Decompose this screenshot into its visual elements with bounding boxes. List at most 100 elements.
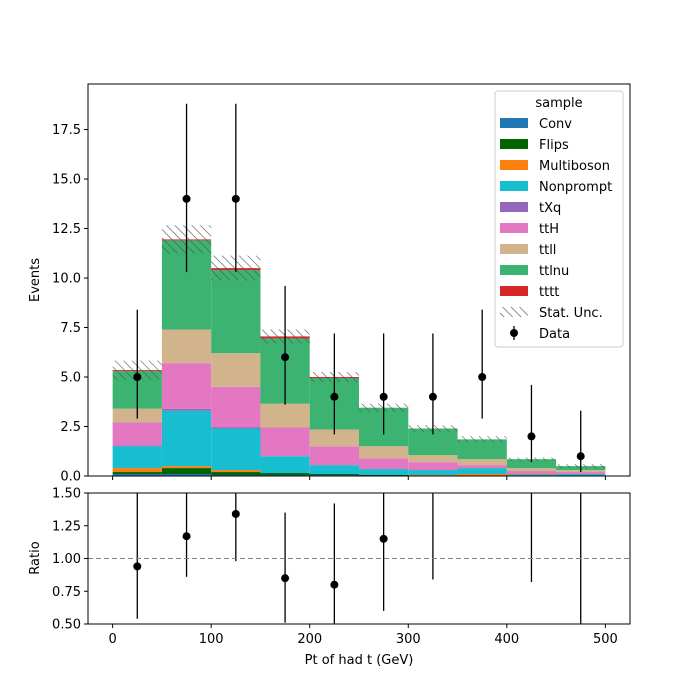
legend-swatch-txq (500, 202, 528, 212)
ratio-point-4 (330, 580, 339, 589)
legend-title: sample (535, 96, 582, 111)
ratio-y-tick-label-3: 1.25 (52, 519, 81, 534)
stacked-bars (112, 239, 606, 476)
bar-ttll-bin-8 (506, 468, 557, 472)
bar-ttll-bin-5 (359, 446, 409, 459)
bar-ttll-bin-7 (457, 459, 507, 466)
bar-nonprompt-bin-6 (408, 470, 458, 476)
bar-ttlnu-bin-7 (457, 439, 507, 460)
ratio-y-tick-label-2: 1.00 (52, 552, 81, 567)
y-tick-label-2: 5.0 (60, 371, 81, 386)
main-plot-frame (87, 83, 631, 477)
ratio-points (133, 493, 582, 624)
legend-swatch-multiboson (500, 160, 528, 170)
data-point-3 (281, 353, 290, 362)
bar-tth-bin-6 (408, 462, 458, 471)
data-point-2 (231, 194, 240, 203)
bar-tth-bin-8 (506, 471, 557, 475)
data-point-7 (478, 373, 487, 382)
bar-nonprompt-bin-8 (506, 474, 557, 476)
y-axis-label: Events (28, 258, 43, 302)
legend-swatch-nonprompt (500, 181, 528, 191)
y-tick-label-0: 0.0 (60, 470, 81, 485)
legend-label-data: Data (539, 327, 570, 342)
bar-nonprompt-bin-4 (309, 465, 359, 475)
bar-tth-bin-9 (556, 472, 606, 475)
legend-data-marker (510, 329, 518, 337)
x-axis-ticks: 0 100 200 300 400 500 (108, 624, 618, 647)
legend-label-flips: Flips (539, 138, 569, 153)
ratio-point-2 (231, 509, 240, 518)
bar-ttll-bin-1 (161, 329, 212, 364)
legend-swatch-ttll (500, 244, 528, 254)
bar-flips-bin-0 (112, 472, 162, 475)
stat-unc-band-bin-7 (457, 436, 507, 443)
legend-box (494, 90, 624, 348)
bar-conv-bin-0 (112, 474, 162, 476)
legend-label-multiboson: Multiboson (539, 159, 610, 174)
ratio-plot-frame (87, 492, 631, 625)
bar-multiboson-bin-0 (112, 468, 162, 473)
x-tick-label-4: 400 (494, 632, 519, 647)
legend-label-stat-unc: Stat. Unc. (539, 306, 603, 321)
y-tick-label-1: 2.5 (60, 420, 81, 435)
bar-multiboson-bin-2 (211, 470, 261, 473)
bar-nonprompt-bin-7 (457, 468, 507, 475)
legend-label-ttll: ttll (539, 243, 556, 258)
data-point-4 (330, 392, 339, 401)
x-tick-label-3: 300 (396, 632, 421, 647)
bar-tth-bin-0 (112, 422, 162, 446)
bar-tth-bin-5 (359, 458, 409, 470)
bar-ttll-bin-2 (211, 353, 261, 387)
bar-nonprompt-bin-2 (211, 428, 261, 471)
legend-label-nonprompt: Nonprompt (539, 180, 612, 195)
bar-tth-bin-1 (161, 363, 212, 409)
y-tick-label-5: 12.5 (52, 222, 81, 237)
bar-multiboson-bin-1 (161, 466, 212, 469)
x-tick-label-0: 0 (108, 632, 116, 647)
legend-label-conv: Conv (539, 117, 572, 132)
bar-flips-bin-3 (260, 473, 310, 476)
legend-label-txq: tXq (539, 201, 561, 216)
legend-label-ttlnu: ttlnu (539, 264, 569, 279)
data-point-6 (428, 392, 437, 401)
x-axis-label: Pt of had t (GeV) (305, 653, 414, 668)
ratio-point-0 (133, 562, 142, 571)
bar-ttll-bin-6 (408, 455, 458, 463)
bar-nonprompt-bin-3 (260, 456, 310, 474)
bar-tth-bin-2 (211, 386, 261, 428)
bar-ttll-bin-3 (260, 403, 310, 428)
ratio-y-tick-label-1: 0.75 (52, 585, 81, 600)
legend: sample Conv Flips Multiboson Nonprompt tXq tt… (494, 90, 624, 348)
bar-multiboson-bin-7 (457, 474, 507, 476)
data-point-0 (133, 373, 142, 382)
bar-ttlnu-bin-2 (211, 270, 261, 354)
ratio-y-tick-label-4: 1.50 (52, 487, 81, 502)
legend-swatch-conv (500, 118, 528, 128)
legend-swatch-tttt (500, 286, 528, 296)
ratio-y-axis-label: Ratio (28, 541, 43, 574)
bar-txq-bin-2 (211, 427, 261, 429)
legend-label-tttt: tttt (539, 285, 559, 300)
x-tick-label-1: 100 (199, 632, 224, 647)
y-tick-label-6: 15.0 (52, 173, 81, 188)
ratio-point-5 (379, 534, 388, 543)
y-tick-label-7: 17.5 (52, 123, 81, 138)
bar-tth-bin-4 (309, 446, 359, 466)
bar-tth-bin-3 (260, 427, 310, 457)
legend-swatch-ttlnu (500, 265, 528, 275)
bar-flips-bin-4 (309, 474, 359, 476)
bar-nonprompt-bin-1 (161, 410, 212, 467)
ratio-point-1 (182, 532, 191, 541)
bar-tth-bin-7 (457, 465, 507, 469)
bar-txq-bin-0 (112, 445, 162, 447)
x-axis-ticks-top-panel (112, 476, 606, 480)
bar-nonprompt-bin-0 (112, 446, 162, 469)
y-axis-ticks: 0.0 2.5 5.0 7.5 10.0 12.5 15.0 17.5 (52, 123, 88, 485)
data-points (133, 103, 585, 473)
data-point-5 (379, 392, 388, 401)
bar-flips-bin-1 (161, 468, 212, 475)
bar-conv-bin-1 (161, 474, 212, 476)
bar-nonprompt-bin-5 (359, 469, 409, 476)
